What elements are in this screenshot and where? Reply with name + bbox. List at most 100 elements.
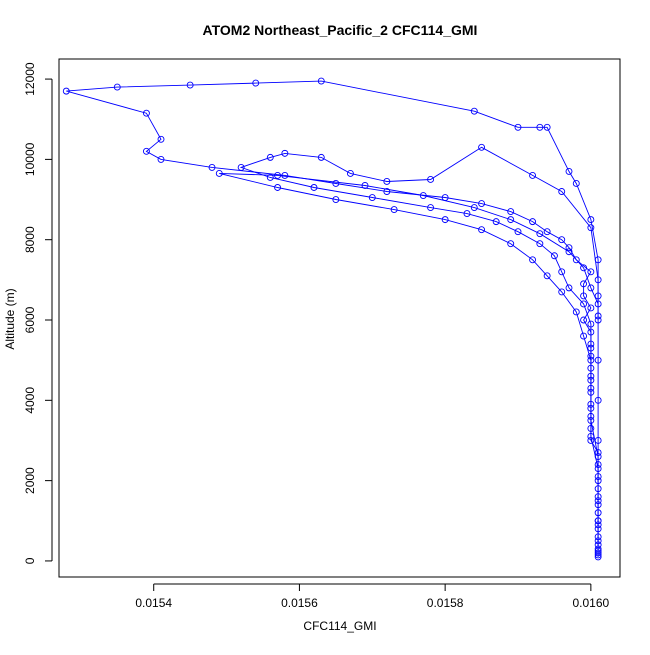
data-point: [572, 308, 580, 316]
plot-frame: [58, 58, 621, 578]
data-point: [142, 109, 150, 117]
data-point: [565, 244, 573, 252]
data-point: [580, 292, 588, 300]
y-tick-label: 2000: [23, 467, 37, 494]
data-point: [274, 171, 282, 179]
data-point: [594, 300, 602, 308]
series-layer: [62, 77, 602, 561]
series-line-2: [239, 146, 599, 555]
y-tick-label: 12000: [23, 62, 37, 96]
data-point: [594, 501, 602, 509]
data-point: [310, 184, 318, 191]
data-point: [565, 284, 573, 292]
data-point: [580, 300, 588, 308]
data-point: [580, 316, 588, 324]
x-tick-label: 0.0156: [281, 596, 318, 610]
data-point: [478, 226, 486, 234]
data-point: [419, 192, 427, 199]
y-tick-label: 10000: [23, 142, 37, 176]
data-point: [529, 218, 537, 226]
data-point: [252, 79, 260, 87]
data-point: [142, 147, 150, 155]
data-point: [478, 200, 486, 208]
x-axis-label: CFC114_GMI: [303, 619, 376, 633]
data-point: [215, 169, 223, 177]
data-point: [558, 188, 566, 195]
y-axis: 0 2000 4000 6000 8000 10000 12000: [23, 62, 53, 564]
data-point: [332, 180, 340, 187]
series-line-1: [66, 80, 599, 557]
data-point: [558, 288, 566, 296]
data-point: [346, 169, 354, 177]
data-point: [492, 218, 500, 226]
data-point: [478, 143, 486, 151]
data-point: [558, 268, 566, 276]
data-point: [550, 252, 558, 260]
data-point: [266, 153, 274, 161]
data-point: [208, 163, 216, 171]
data-point: [594, 547, 602, 555]
data-point: [594, 453, 602, 460]
data-point: [558, 236, 566, 244]
data-point: [470, 107, 478, 115]
data-point: [572, 256, 580, 264]
chart-title: ATOM2 Northeast_Pacific_2 CFC114_GMI: [203, 22, 478, 38]
data-point: [536, 230, 544, 238]
data-point: [587, 224, 595, 232]
data-point: [383, 188, 391, 195]
data-point: [332, 196, 340, 203]
data-point: [383, 178, 391, 185]
data-point: [594, 276, 602, 284]
data-point: [113, 83, 121, 91]
data-point: [536, 123, 544, 131]
data-point: [157, 135, 165, 143]
data-point: [565, 167, 573, 175]
data-point: [237, 163, 245, 171]
data-point: [514, 228, 522, 236]
data-point: [368, 194, 376, 201]
data-point: [543, 272, 551, 280]
data-point: [572, 180, 580, 187]
data-point: [580, 264, 588, 272]
y-axis-label: Altitude (m): [3, 288, 17, 349]
data-point: [427, 204, 435, 212]
x-tick-label: 0.0160: [573, 596, 610, 610]
x-tick-label: 0.0154: [135, 596, 172, 610]
data-point: [157, 155, 165, 163]
data-point: [529, 171, 537, 179]
data-point: [266, 174, 274, 181]
data-point: [543, 228, 551, 236]
data-point: [594, 396, 602, 404]
data-point: [594, 312, 602, 320]
data-point: [543, 123, 551, 131]
data-point: [507, 208, 515, 216]
y-tick-label: 6000: [23, 306, 37, 333]
data-point: [390, 206, 398, 214]
data-point: [361, 182, 369, 189]
data-point: [441, 216, 449, 224]
data-point: [565, 248, 573, 256]
data-point: [62, 87, 70, 95]
y-tick-label: 0: [23, 557, 37, 564]
data-point: [587, 216, 595, 224]
data-point: [594, 356, 602, 364]
data-point: [587, 384, 595, 392]
series-line-3: [219, 172, 599, 551]
data-point: [463, 210, 471, 218]
data-point: [186, 81, 194, 89]
data-point: [587, 344, 595, 352]
data-point: [427, 176, 435, 183]
y-tick-label: 8000: [23, 226, 37, 253]
data-point: [594, 525, 602, 533]
data-point: [594, 551, 602, 559]
data-point: [281, 149, 289, 157]
data-point: [507, 216, 515, 224]
data-point: [317, 153, 325, 161]
y-tick-label: 4000: [23, 387, 37, 414]
data-point: [587, 416, 595, 424]
data-point: [514, 123, 522, 131]
data-point: [587, 268, 595, 276]
data-point: [587, 304, 595, 312]
